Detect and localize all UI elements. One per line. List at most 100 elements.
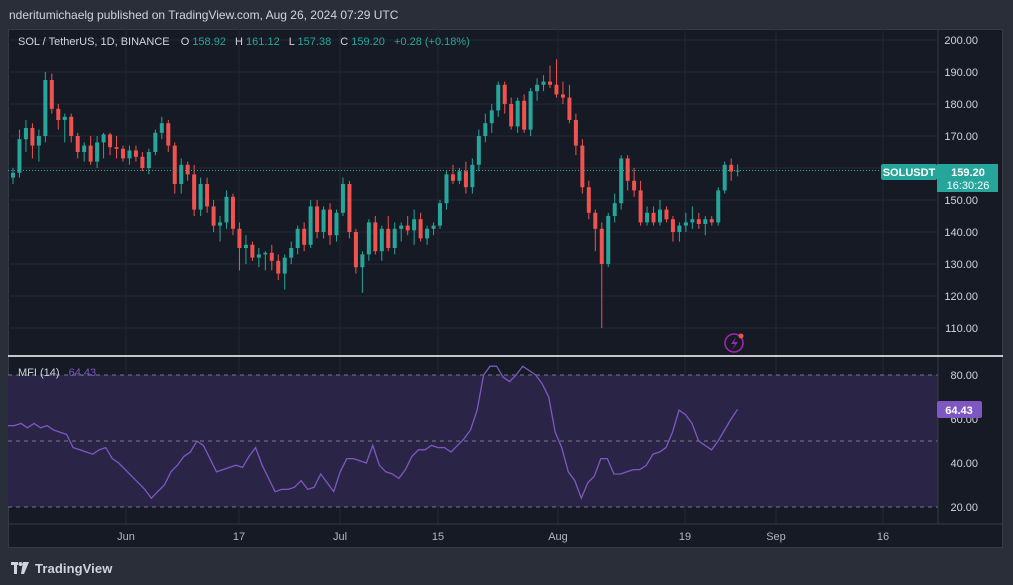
- candle-body: [328, 209, 333, 236]
- candle-body: [82, 145, 87, 152]
- candle-body: [69, 116, 74, 136]
- candle-body: [593, 212, 598, 229]
- mfi-tick-label: 20.00: [950, 502, 978, 514]
- candle-body: [347, 184, 352, 232]
- x-tick-label: Jun: [117, 531, 135, 543]
- mfi-value-tag-box: [937, 401, 982, 418]
- candle-body: [548, 81, 553, 85]
- candle-body: [651, 212, 656, 223]
- candle-layer: [8, 59, 938, 328]
- candle-body: [140, 156, 145, 168]
- trading-chart[interactable]: Jun 17 Jul 15 Aug 19 Sep 16 200.00 190.00 180.00 17…: [8, 29, 1003, 548]
- candle-body: [418, 219, 423, 239]
- candle-body: [36, 136, 41, 146]
- candle-body: [392, 228, 397, 248]
- candle-body: [133, 150, 138, 157]
- candle-body: [412, 219, 417, 231]
- candle-body: [645, 212, 650, 223]
- candle-body: [509, 104, 514, 127]
- price-tick-label: 170.00: [944, 131, 978, 143]
- candle-body: [431, 225, 436, 229]
- candle-body: [586, 187, 591, 213]
- candle-body: [515, 100, 520, 127]
- mfi-tick-label: 40.00: [950, 458, 978, 470]
- candle-body: [573, 120, 578, 146]
- candle-body: [302, 228, 307, 245]
- candle-body: [146, 152, 151, 168]
- price-tag-ticker: SOLUSDT: [883, 167, 936, 179]
- x-tick-label: Jul: [333, 531, 347, 543]
- candle-body: [276, 260, 281, 274]
- mfi-value-tag-text: 64.43: [945, 405, 973, 417]
- candle-body: [62, 116, 67, 120]
- candle-body: [664, 209, 669, 220]
- candle-body: [709, 219, 714, 223]
- candle-body: [489, 110, 494, 124]
- candle-body: [683, 222, 688, 226]
- candle-body: [224, 196, 229, 223]
- x-tick-label: 15: [432, 531, 444, 543]
- price-tag: SOLUSDT 159.20 16:30:26: [881, 164, 998, 192]
- candle-body: [599, 228, 604, 264]
- lightning-icon[interactable]: [724, 333, 744, 353]
- candle-body: [230, 196, 235, 229]
- tradingview-logo[interactable]: TradingView: [11, 560, 112, 576]
- x-tick-label: Sep: [766, 531, 786, 543]
- price-tick-label: 190.00: [944, 67, 978, 79]
- candle-body: [399, 225, 404, 229]
- candle-body: [11, 172, 15, 178]
- candle-body: [198, 184, 203, 210]
- candle-body: [670, 219, 675, 232]
- candle-body: [30, 128, 35, 146]
- candle-body: [153, 132, 158, 152]
- candle-body: [95, 142, 100, 162]
- candle-body: [243, 244, 248, 248]
- candle-body: [425, 228, 430, 239]
- tradingview-brand: TradingView: [35, 560, 113, 576]
- top-bar: nderitumichaelg published on TradingView…: [0, 0, 1013, 30]
- mfi-line: [8, 365, 739, 500]
- candle-body: [386, 228, 391, 248]
- candle-body: [366, 222, 371, 255]
- candle-body: [438, 203, 443, 226]
- candle-body: [373, 222, 378, 252]
- symbol-label: SOL / TetherUS, 1D, BINANCE: [18, 36, 170, 48]
- candle-body: [192, 174, 197, 210]
- mfi-tick-label: 80.00: [950, 370, 978, 382]
- candle-body: [677, 225, 682, 232]
- candle-body: [457, 171, 462, 181]
- candle-body: [315, 206, 320, 232]
- low-value: 157.38: [298, 36, 332, 48]
- candle-body: [282, 257, 287, 274]
- low-label: L: [289, 36, 295, 48]
- mfi-layer: [8, 365, 739, 500]
- candle-body: [703, 219, 708, 224]
- candle-body: [560, 94, 565, 98]
- price-tick-label: 110.00: [945, 323, 978, 335]
- price-tick-label: 130.00: [944, 259, 978, 271]
- price-tag-price: 159.20: [951, 167, 985, 179]
- candle-body: [483, 123, 488, 136]
- candle-body: [308, 206, 313, 245]
- close-label: C: [340, 36, 348, 48]
- candle-body: [379, 228, 384, 252]
- candle-body: [56, 108, 61, 120]
- candle-body: [353, 232, 358, 268]
- candle-body: [632, 180, 637, 191]
- candle-body: [166, 123, 171, 146]
- candle-body: [580, 145, 585, 188]
- candle-body: [108, 134, 113, 148]
- open-value: 158.92: [192, 36, 226, 48]
- candle-body: [696, 219, 701, 224]
- bottom-bar: [0, 548, 1013, 585]
- candle-body: [17, 139, 22, 173]
- candle-body: [450, 174, 455, 181]
- candle-body: [269, 252, 274, 261]
- candle-body: [120, 148, 125, 159]
- candle-body: [405, 225, 410, 231]
- candle-body: [554, 84, 559, 95]
- price-tag-ticker-box: [881, 164, 937, 180]
- candle-body: [528, 91, 533, 130]
- x-tick-label: 16: [877, 531, 889, 543]
- candle-body: [289, 248, 294, 258]
